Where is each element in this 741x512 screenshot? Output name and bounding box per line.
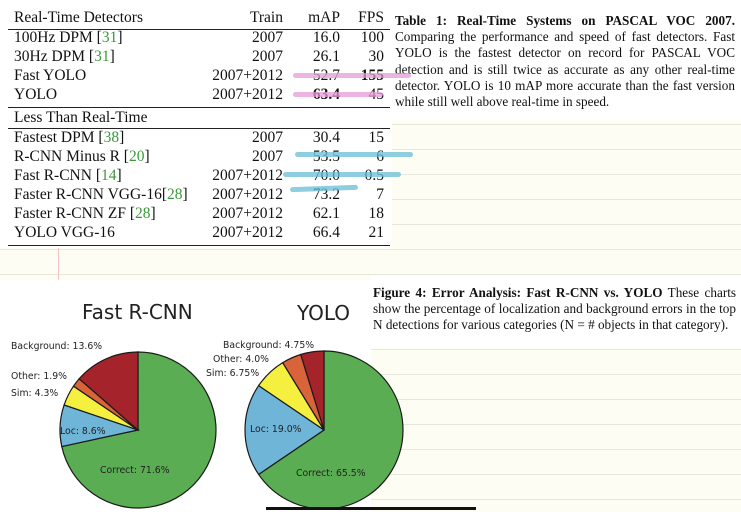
- figure-caption-body: These charts show the percentage of loca…: [373, 285, 737, 333]
- blue-highlight: [283, 172, 401, 177]
- pink-highlight: [293, 92, 383, 97]
- page-bottom-bar: [266, 507, 476, 510]
- table-caption-body: Comparing the performance and speed of f…: [395, 29, 735, 110]
- section-rule: [8, 107, 390, 108]
- figure-caption: Figure 4: Error Analysis: Fast R-CNN vs.…: [373, 285, 736, 334]
- citation-link[interactable]: 31: [101, 29, 118, 46]
- label-background: Background: 4.75%: [223, 340, 315, 351]
- row-train: 2007: [252, 48, 283, 65]
- label-sim: Sim: 4.3%: [11, 388, 59, 399]
- table-row: Fast R-CNN [14] 2007+2012 70.0 0.5: [8, 166, 390, 185]
- row-train: 2007+2012: [212, 224, 283, 241]
- row-train: 2007+2012: [212, 67, 283, 84]
- row-name: Faster R-CNN ZF [: [14, 205, 135, 222]
- table-paper: [0, 0, 392, 248]
- row-fps: 30: [368, 48, 385, 65]
- row-map: 26.1: [312, 48, 340, 65]
- row-name: R-CNN Minus R [: [14, 148, 129, 165]
- row-train: 2007+2012: [212, 167, 283, 184]
- label-loc: Loc: 19.0%: [250, 424, 302, 435]
- slice-correct: [257, 350, 404, 510]
- blue-highlight: [295, 152, 413, 157]
- citation-link[interactable]: 38: [103, 129, 120, 146]
- row-map: 62.1: [312, 205, 340, 222]
- row-fps: 18: [368, 205, 385, 222]
- row-train: 2007: [252, 29, 283, 46]
- pie-chart-fast-rcnn: [59, 351, 217, 509]
- row-name: Fastest DPM [: [14, 129, 104, 146]
- pie-chart-yolo: [244, 350, 404, 510]
- row-train: 2007: [252, 129, 283, 146]
- label-sim: Sim: 6.75%: [206, 368, 260, 379]
- table-caption-label: Table 1: Real-Time Systems on PASCAL VOC…: [395, 13, 735, 28]
- row-name: 100Hz DPM [: [14, 29, 102, 46]
- header-fps: FPS: [358, 9, 384, 26]
- table-row: Fastest DPM [38] 2007 30.4 15: [14, 129, 385, 146]
- row-name: 30Hz DPM [: [14, 48, 95, 65]
- header-rule: [8, 29, 390, 30]
- header-map: mAP: [308, 9, 340, 26]
- row-train: 2007: [252, 148, 283, 165]
- row-name: Fast YOLO: [14, 67, 87, 84]
- table-row: YOLO VGG-16 2007+2012 66.4 21: [8, 223, 390, 242]
- section-rule: [8, 128, 390, 129]
- label-background: Background: 13.6%: [11, 341, 103, 352]
- table-row: Faster R-CNN ZF [28] 2007+2012 62.1 18: [14, 205, 385, 222]
- row-train: 2007+2012: [212, 205, 283, 222]
- header-detectors: Real-Time Detectors: [14, 9, 143, 26]
- slice-background: [78, 351, 139, 432]
- row-name: Fast R-CNN [: [14, 167, 101, 184]
- slice-loc: [244, 384, 326, 476]
- section-header: Less Than Real-Time: [14, 109, 148, 126]
- citation-link[interactable]: 14: [100, 167, 117, 184]
- row-fps: 100: [360, 29, 384, 46]
- notebook-margin-line: [58, 0, 59, 512]
- table-bottom-rule: [8, 245, 390, 246]
- table-row: 30Hz DPM [31] 2007 26.1 30: [14, 48, 385, 65]
- row-train: 2007+2012: [212, 86, 283, 103]
- table-header-row: Real-Time Detectors Train mAP FPS: [8, 8, 390, 27]
- pie-title-fast-rcnn: Fast R-CNN: [82, 300, 193, 324]
- label-correct: Correct: 71.6%: [100, 465, 170, 476]
- label-other: Other: 4.0%: [213, 354, 269, 365]
- label-loc: Loc: 8.6%: [60, 426, 106, 437]
- figure-caption-label: Figure 4: Error Analysis: Fast R-CNN vs.…: [373, 285, 663, 300]
- table-row: 100Hz DPM [31] 2007 16.0 100: [14, 29, 384, 46]
- citation-link[interactable]: 31: [94, 48, 110, 65]
- row-fps: 21: [368, 224, 385, 241]
- row-name: YOLO: [14, 86, 58, 103]
- table-caption: Table 1: Real-Time Systems on PASCAL VOC…: [395, 13, 735, 110]
- table-row: Faster R-CNN VGG-16[28] 2007+2012 73.2 7: [14, 186, 384, 203]
- label-correct: Correct: 65.5%: [296, 468, 366, 479]
- header-train: Train: [249, 9, 283, 26]
- row-map: 66.4: [312, 224, 340, 241]
- pink-highlight: [293, 73, 411, 78]
- citation-link[interactable]: 28: [134, 205, 151, 222]
- row-train: 2007+2012: [212, 186, 283, 203]
- row-name: YOLO VGG-16: [14, 224, 115, 241]
- row-fps: 15: [368, 129, 385, 146]
- citation-link[interactable]: 28: [166, 186, 183, 203]
- figure-caption-paper: [371, 276, 741, 348]
- citation-link[interactable]: 20: [128, 148, 145, 165]
- section-header-row: Less Than Real-Time: [8, 108, 390, 127]
- pie-title-yolo: YOLO: [297, 301, 351, 325]
- row-map: 30.4: [312, 129, 340, 146]
- row-fps: 7: [376, 186, 384, 203]
- table-row: Fast YOLO 2007+2012 52.7 155: [8, 66, 390, 85]
- caption-paper: [392, 0, 741, 120]
- row-map: 16.0: [312, 29, 340, 46]
- row-name: Faster R-CNN VGG-16[: [14, 186, 167, 203]
- slice-background: [300, 350, 325, 431]
- label-other: Other: 1.9%: [11, 371, 67, 382]
